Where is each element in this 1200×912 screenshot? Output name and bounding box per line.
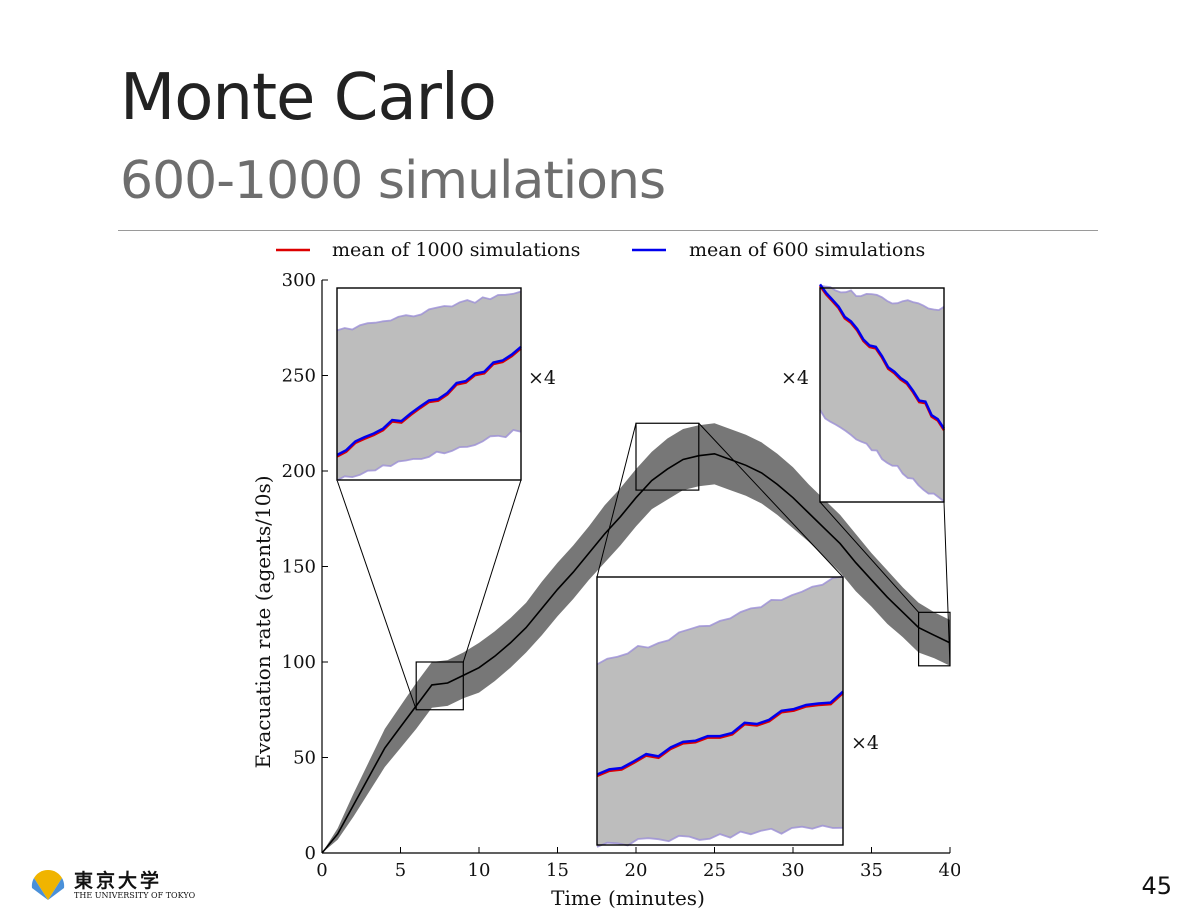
zoom-connector-line [336,479,417,710]
logo-text-en: THE UNIVERSITY OF TOKYO [74,891,196,900]
zoom-source-box-3 [917,611,951,667]
y-tick-label: 100 [282,652,316,673]
chart-legend: mean of 1000 simulations mean of 600 sim… [276,239,925,261]
x-tick-label: 25 [703,860,726,881]
university-logo: 東京大学 THE UNIVERSITY OF TOKYO [28,860,208,910]
plot-area: 0 5 10 15 20 25 30 35 40 0 50 100 150 200 250 300 [282,270,960,881]
y-tick-label: 0 [305,843,316,864]
inset-band-2 [597,576,843,847]
inset-mean-1000-2 [596,692,844,778]
zoom-connector-line [943,501,951,666]
inset-upper-bound-1 [336,290,522,332]
zoom-factor-label-1: ×4 [528,367,556,389]
evacuation-rate-chart: mean of 1000 simulations mean of 600 sim… [251,239,960,910]
zoom-annotations: ×4 ×4 ×4 [528,367,879,754]
x-tick-label: 5 [395,860,406,881]
mean-line [321,452,951,854]
inset-upper-bound-3 [819,284,945,312]
logo-text-jp: 東京大学 [74,870,163,892]
title-divider [118,230,1098,231]
y-axis-label: Evacuation rate (agents/10s) [251,475,275,768]
x-tick-label: 40 [939,860,960,881]
inset-frame-3 [819,287,945,503]
zoom-connector-line [698,422,844,578]
x-tick-label: 20 [625,860,648,881]
y-tick-label: 150 [282,557,316,578]
page-number: 45 [1141,872,1172,900]
inset-lower-bound-3 [819,409,945,503]
inset-frame-2 [596,576,844,846]
y-tick-label: 50 [293,748,316,769]
inset-mean-600-3 [818,283,946,430]
ginkgo-leaf-icon [31,869,65,900]
zoom-factor-label-3: ×4 [851,732,879,754]
zoom-connector-line [596,423,637,578]
y-tick-label: 250 [282,366,316,387]
x-tick-label: 15 [546,860,569,881]
legend-label-600: mean of 600 simulations [689,239,925,261]
zoom-connector-line [462,479,522,663]
legend-label-1000: mean of 1000 simulations [332,239,580,261]
inset-lower-bound-2 [596,824,844,848]
slide-title: Monte Carlo [120,61,497,135]
zoom-source-box-2 [635,422,700,491]
inset-mean-600-1 [336,345,522,457]
inset-lower-bound-1 [336,429,522,482]
x-tick-label: 0 [316,860,327,881]
zoom-source-box-1 [415,661,464,711]
inset-frame-1 [336,287,522,481]
x-tick-label: 35 [860,860,883,881]
inset-mean-600-2 [596,690,844,776]
uncertainty-band [322,423,950,853]
zoom-connector-line [819,501,919,613]
inset-band-3 [820,285,944,502]
x-tick-label: 10 [468,860,491,881]
inset-upper-bound-2 [596,575,844,666]
slide-subtitle: 600-1000 simulations [120,151,666,211]
x-tick-label: 30 [782,860,805,881]
zoom-factor-label-2: ×4 [781,367,809,389]
inset-band-1 [337,291,521,481]
y-tick-label: 300 [282,270,316,291]
axis-labels: Time (minutes) Evacuation rate (agents/1… [251,475,705,910]
y-tick-label: 200 [282,461,316,482]
x-axis-label: Time (minutes) [551,886,705,910]
